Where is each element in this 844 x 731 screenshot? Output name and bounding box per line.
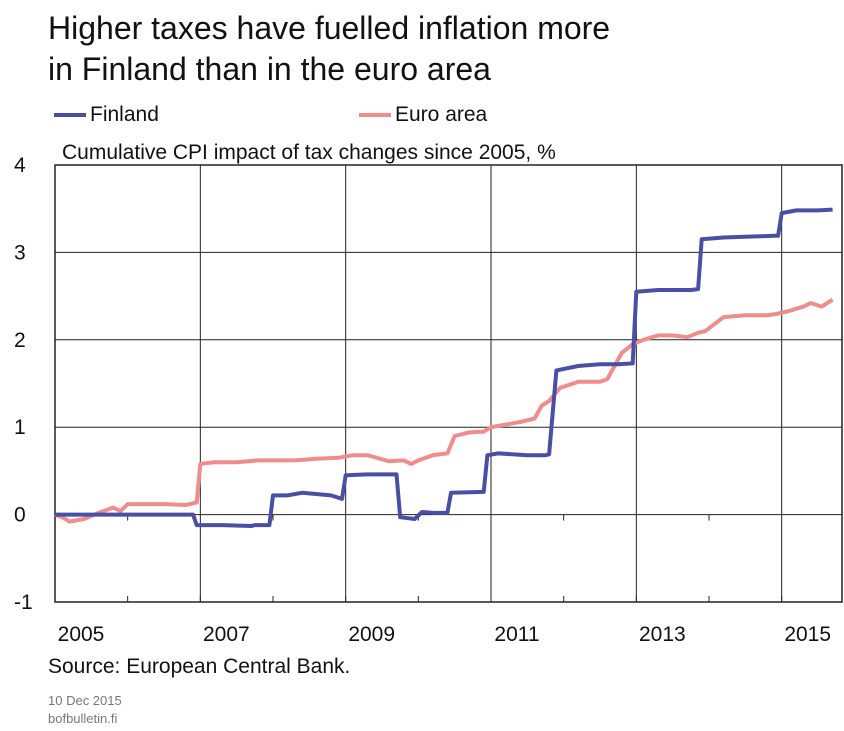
x-tick-label: 2011 <box>494 623 539 646</box>
series-line-finland <box>55 207 833 528</box>
y-axis-ticks: 4 3 2 1 0 -1 <box>14 154 33 614</box>
grid-lines <box>55 165 842 602</box>
y-tick-label: -1 <box>14 591 33 614</box>
legend-item-finland: Finland <box>54 103 159 127</box>
chart-title-line-1: Higher taxes have fuelled inflation more <box>48 10 611 46</box>
publish-date: 10 Dec 2015 <box>48 693 122 708</box>
chart-title: Higher taxes have fuelled inflation more… <box>48 8 610 90</box>
y-tick-label: 2 <box>14 329 26 352</box>
site-name: bofbulletin.fi <box>48 711 118 726</box>
legend-swatch-euro-area <box>359 113 391 117</box>
chart-legend: Finland Euro area <box>54 103 654 129</box>
x-tick-label: 2013 <box>639 623 686 646</box>
y-tick-label: 4 <box>14 154 26 177</box>
chart-title-line-2: in Finland than in the euro area <box>48 51 491 87</box>
source-note: Source: European Central Bank. <box>48 655 351 678</box>
legend-label-finland: Finland <box>90 103 159 126</box>
legend-label-euro-area: Euro area <box>395 103 488 126</box>
series-lines <box>54 207 834 528</box>
plot-frame <box>54 164 843 603</box>
y-tick-label: 0 <box>14 504 26 527</box>
legend-item-euro-area: Euro area <box>359 103 487 127</box>
series-line-euro-area <box>54 297 834 524</box>
y-tick-label: 3 <box>14 241 26 264</box>
x-tick-label: 2015 <box>784 623 831 646</box>
x-tick-label: 2005 <box>58 623 105 646</box>
x-tick-label: 2009 <box>348 623 395 646</box>
legend-swatch-finland <box>54 113 86 117</box>
x-tick-label: 2007 <box>203 623 250 646</box>
y-tick-label: 1 <box>14 416 26 439</box>
x-axis-ticks: 2005 2007 2009 2011 2013 2015 <box>58 623 831 646</box>
chart-subtitle: Cumulative CPI impact of tax changes sin… <box>62 141 556 164</box>
